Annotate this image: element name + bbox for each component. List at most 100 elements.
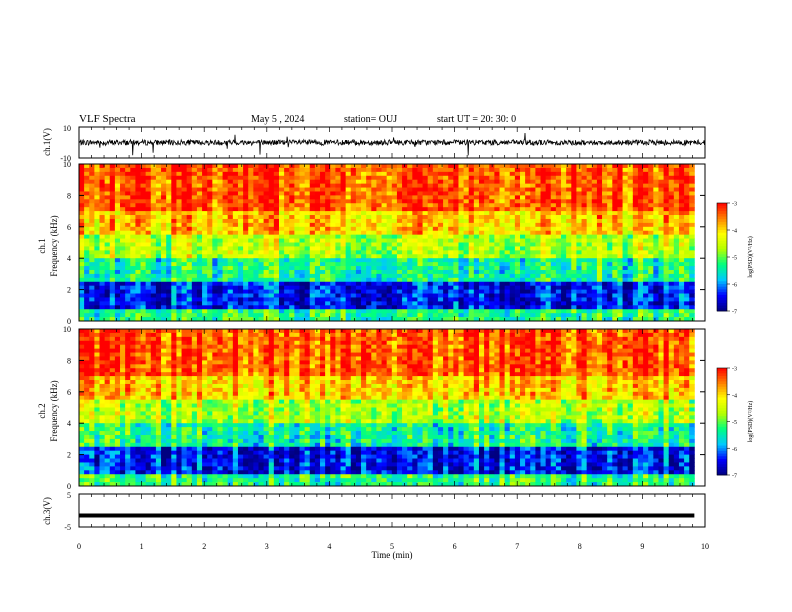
spectrogram-cell: [632, 305, 639, 310]
spectrogram-cell: [514, 167, 521, 173]
spectrogram-cell: [494, 246, 500, 251]
spectrogram-cell: [202, 293, 208, 298]
spectrogram-cell: [571, 289, 577, 294]
spectrogram-cell: [145, 309, 152, 314]
spectrogram-cell: [627, 167, 634, 173]
spectrogram-cell: [381, 171, 388, 177]
spectrogram-cell: [525, 285, 531, 291]
spectrogram-cell: [535, 222, 541, 228]
spectrogram-cell: [571, 305, 577, 310]
spectrogram-cell: [263, 297, 270, 302]
spectrogram-cell: [545, 293, 552, 298]
spectrogram-cell: [320, 234, 326, 239]
spectrogram-cell: [345, 167, 352, 173]
spectrogram-cell: [289, 313, 295, 318]
spectrogram-cell: [320, 301, 326, 306]
spectrogram-cell: [494, 199, 500, 204]
spectrogram-cell: [632, 238, 639, 243]
spectrogram-cell: [284, 285, 290, 291]
spectrogram-cell: [268, 285, 275, 291]
spectrogram-cell: [494, 273, 500, 279]
spectrogram-cell: [453, 175, 459, 181]
spectrogram-cell: [330, 297, 336, 302]
spectrogram-cell: [617, 285, 623, 291]
spectrogram-cell: [120, 277, 126, 283]
spectrogram-cell: [412, 301, 418, 306]
spectrogram-cell: [391, 301, 398, 306]
spectrogram-cell: [140, 266, 147, 271]
spectrogram-cell: [171, 281, 177, 287]
spectrogram-cell: [689, 238, 695, 243]
spectrogram-cell: [207, 289, 213, 294]
spectrogram-cell: [176, 281, 182, 287]
spectrogram-cell: [648, 293, 654, 298]
spectrogram-cell: [525, 281, 531, 287]
spectrogram-cell: [520, 230, 526, 236]
spectrogram-cell: [196, 179, 203, 185]
spectrogram-cell: [109, 230, 116, 236]
spectrogram-cell: [499, 297, 506, 302]
spectrogram-cell: [391, 242, 398, 247]
spectrogram-cell: [350, 266, 357, 271]
spectrogram-cell: [284, 179, 290, 185]
spectrogram-cell: [561, 230, 567, 236]
spectrogram-cell: [437, 285, 444, 291]
spectrogram-cell: [186, 258, 193, 263]
spectrogram-cell: [637, 187, 644, 192]
spectrogram-cell: [514, 222, 521, 228]
spectrogram-cell: [176, 175, 182, 181]
spectrogram-cell: [79, 383, 85, 389]
spectrogram-cell: [622, 207, 629, 212]
spectrogram-cell: [453, 164, 459, 169]
spectrogram-cell: [545, 171, 552, 177]
spectrogram-cell: [550, 226, 557, 232]
spectrogram-cell: [673, 238, 680, 243]
spectrogram-cell: [540, 195, 547, 200]
spectrogram-cell: [171, 313, 177, 318]
spectrogram-cell: [612, 183, 618, 188]
spectrogram-cell: [520, 207, 526, 212]
spectrogram-cell: [622, 285, 629, 291]
spectrogram-cell: [561, 317, 567, 322]
spectrogram-cell: [622, 242, 629, 247]
spectrogram-cell: [617, 317, 623, 322]
spectrogram-cell: [135, 207, 141, 212]
spectrogram-cell: [499, 293, 506, 298]
spectrogram-cell: [84, 309, 90, 314]
spectrogram-cell: [607, 191, 613, 196]
spectrogram-cell: [637, 218, 644, 224]
spectrogram-cell: [340, 285, 347, 291]
spectrogram-cell: [673, 187, 680, 192]
spectrogram-cell: [663, 277, 670, 283]
spectrogram-cell: [561, 250, 567, 255]
spectrogram-cell: [591, 250, 598, 255]
spectrogram-cell: [678, 242, 685, 247]
spectrogram-cell: [222, 218, 229, 224]
spectrogram-cell: [402, 277, 408, 283]
spectrogram-cell: [89, 281, 95, 287]
spectrogram-cell: [366, 301, 372, 306]
spectrogram-cell: [161, 222, 167, 228]
spectrogram-cell: [79, 364, 85, 369]
spectrogram-cell: [355, 313, 362, 318]
spectrogram-cell: [545, 199, 552, 204]
spectrogram-cell: [509, 301, 516, 306]
spectrogram-cell: [135, 230, 141, 236]
spectrogram-cell: [576, 281, 582, 287]
spectrogram-cell: [294, 238, 300, 243]
spectrogram-cell: [345, 269, 352, 275]
spectrogram-cell: [314, 293, 321, 298]
spectrogram-cell: [125, 199, 131, 204]
spectrogram-cell: [612, 305, 618, 310]
spectrogram-cell: [191, 199, 198, 204]
spectrogram-cell: [361, 222, 367, 228]
spectrogram-cell: [89, 438, 95, 444]
spectrogram-cell: [448, 281, 454, 287]
spectrogram-cell: [253, 203, 259, 208]
spectrogram-cell: [227, 281, 234, 287]
spectrogram-cell: [520, 215, 526, 220]
spectrogram-cell: [632, 195, 639, 200]
spectrogram-cell: [299, 301, 306, 306]
spectrogram-cell: [371, 207, 377, 212]
spectrogram-cell: [437, 313, 444, 318]
